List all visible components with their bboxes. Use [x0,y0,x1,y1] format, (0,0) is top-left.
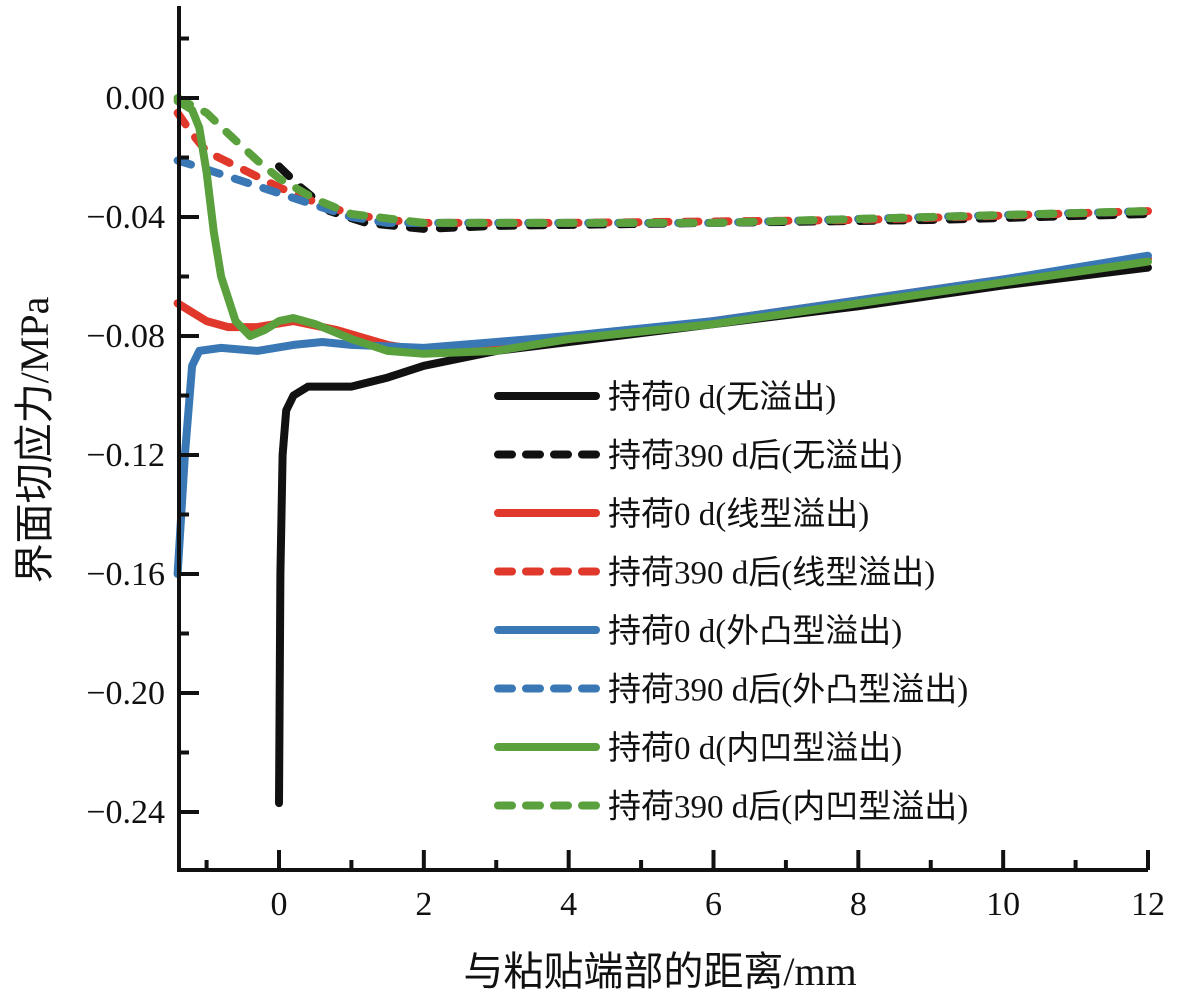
series-line-2 [173,254,1152,355]
x-tick-label: 2 [415,886,432,923]
x-tick-label: 8 [850,886,867,923]
legend-label-3: 持荷390 d后(线型溢出) [608,555,935,592]
legend-label-1: 持荷390 d后(无溢出) [608,438,902,475]
y-tick-label: 0.00 [106,80,166,117]
y-tick-label: −0.12 [86,437,165,474]
y-tick-label: −0.20 [86,675,165,712]
y-tick-label: −0.08 [86,318,165,355]
series-line-7 [173,94,1152,227]
axes: 0 2 4 6 8 10 12 0.00 −0.04 −0.08 −0.12 −0.16 −0.20 −0… [86,6,1165,923]
x-tick-label: 10 [986,886,1020,923]
legend-label-2: 持荷0 d(线型溢出) [608,496,869,533]
legend-label-0: 持荷0 d(无溢出) [608,379,836,416]
series-lines [173,94,1152,808]
x-tick-label: 6 [705,886,722,923]
y-axis-title: 界面切应力/MPa [12,296,57,583]
x-tick-label: 0 [271,886,288,923]
legend-label-4: 持荷0 d(外凸型溢出) [608,613,902,650]
y-tick-label: −0.04 [86,199,165,236]
y-tick-label: −0.24 [86,794,165,831]
x-tick-label: 12 [1131,886,1165,923]
legend-label-5: 持荷390 d后(外凸型溢出) [608,672,968,709]
y-tick-label: −0.16 [86,556,165,593]
legend-label-7: 持荷390 d后(内凹型溢出) [608,789,968,826]
x-axis-title: 与粘贴端部的距离/mm [463,949,856,994]
legend: 持荷0 d(无溢出) 持荷390 d后(无溢出) 持荷0 d(线型溢出) 持荷390 … [494,379,968,826]
legend-label-6: 持荷0 d(内凹型溢出) [608,730,902,767]
series-line-6 [173,97,1152,358]
x-tick-label: 4 [560,886,577,923]
series-line-5 [173,156,1152,227]
